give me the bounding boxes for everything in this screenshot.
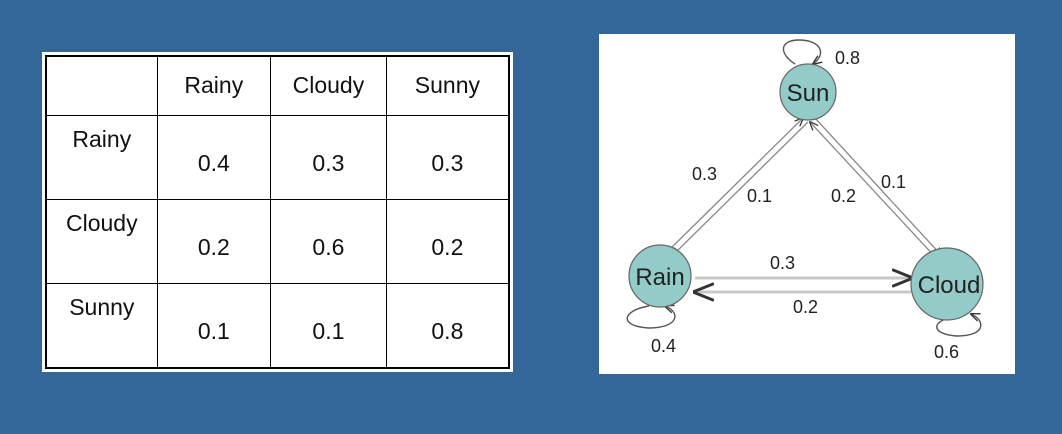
- transition-matrix-table: Rainy Cloudy Sunny Rainy 0.4 0.3 0.3 Clo…: [45, 55, 510, 369]
- edge-sun-to-rain: [672, 121, 809, 256]
- label-rain-to-cloud: 0.3: [770, 253, 795, 273]
- table-cell: 0.6: [270, 198, 387, 284]
- transition-table-panel: Rainy Cloudy Sunny Rainy 0.4 0.3 0.3 Clo…: [42, 52, 513, 372]
- row-header-cloudy: Cloudy: [45, 198, 158, 284]
- label-sun-to-cloud: 0.1: [881, 172, 906, 192]
- corner-cell: [45, 55, 158, 116]
- node-cloud-label: Cloud: [918, 272, 981, 299]
- table-row: Cloudy 0.2 0.6 0.2: [45, 198, 510, 284]
- state-transition-diagram: Sun Rain Cloud 0.8 0.3 0.1 0.2 0.1 0.3 0…: [626, 39, 984, 362]
- edge-sun-to-cloud: [814, 117, 942, 256]
- label-cloud-self: 0.6: [934, 342, 959, 362]
- table-cell: 0.2: [156, 198, 272, 284]
- label-rain-to-sun: 0.3: [692, 164, 717, 184]
- table-row: Sunny 0.1 0.1 0.8: [45, 282, 510, 369]
- label-rain-self: 0.4: [651, 336, 676, 356]
- table-cell: 0.2: [385, 198, 510, 284]
- node-cloud: Cloud: [910, 247, 984, 321]
- table-header-row: Rainy Cloudy Sunny: [45, 55, 510, 116]
- node-sun-label: Sun: [787, 80, 830, 107]
- row-header-rainy: Rainy: [45, 114, 158, 200]
- table-cell: 0.1: [156, 282, 272, 369]
- column-header-rainy: Rainy: [156, 55, 272, 116]
- label-cloud-to-sun: 0.2: [831, 186, 856, 206]
- self-loop-sun: [782, 39, 820, 64]
- column-header-sunny: Sunny: [385, 55, 510, 116]
- label-sun-self: 0.8: [835, 48, 860, 68]
- table-cell: 0.3: [270, 114, 387, 200]
- column-header-cloudy: Cloudy: [270, 55, 387, 116]
- table-cell: 0.4: [156, 114, 272, 200]
- edge-rain-to-sun: [666, 118, 803, 253]
- table-cell: 0.8: [385, 282, 510, 369]
- node-sun-circle: [779, 63, 837, 121]
- row-header-sunny: Sunny: [45, 282, 158, 369]
- edge-cloud-to-sun: [810, 122, 938, 260]
- node-sun: Sun: [779, 63, 837, 121]
- node-rain-circle: [628, 244, 692, 308]
- self-loop-rain: [626, 306, 676, 329]
- self-loop-cloud: [936, 314, 982, 337]
- state-diagram-panel: Sun Rain Cloud 0.8 0.3 0.1 0.2 0.1 0.3 0…: [599, 34, 1015, 374]
- table-cell: 0.3: [385, 114, 510, 200]
- node-rain-label: Rain: [635, 264, 684, 291]
- label-cloud-to-rain: 0.2: [793, 297, 818, 317]
- table-cell: 0.1: [270, 282, 387, 369]
- label-sun-to-rain: 0.1: [747, 186, 772, 206]
- table-row: Rainy 0.4 0.3 0.3: [45, 114, 510, 200]
- node-rain: Rain: [628, 244, 692, 308]
- node-cloud-circle: [910, 247, 984, 321]
